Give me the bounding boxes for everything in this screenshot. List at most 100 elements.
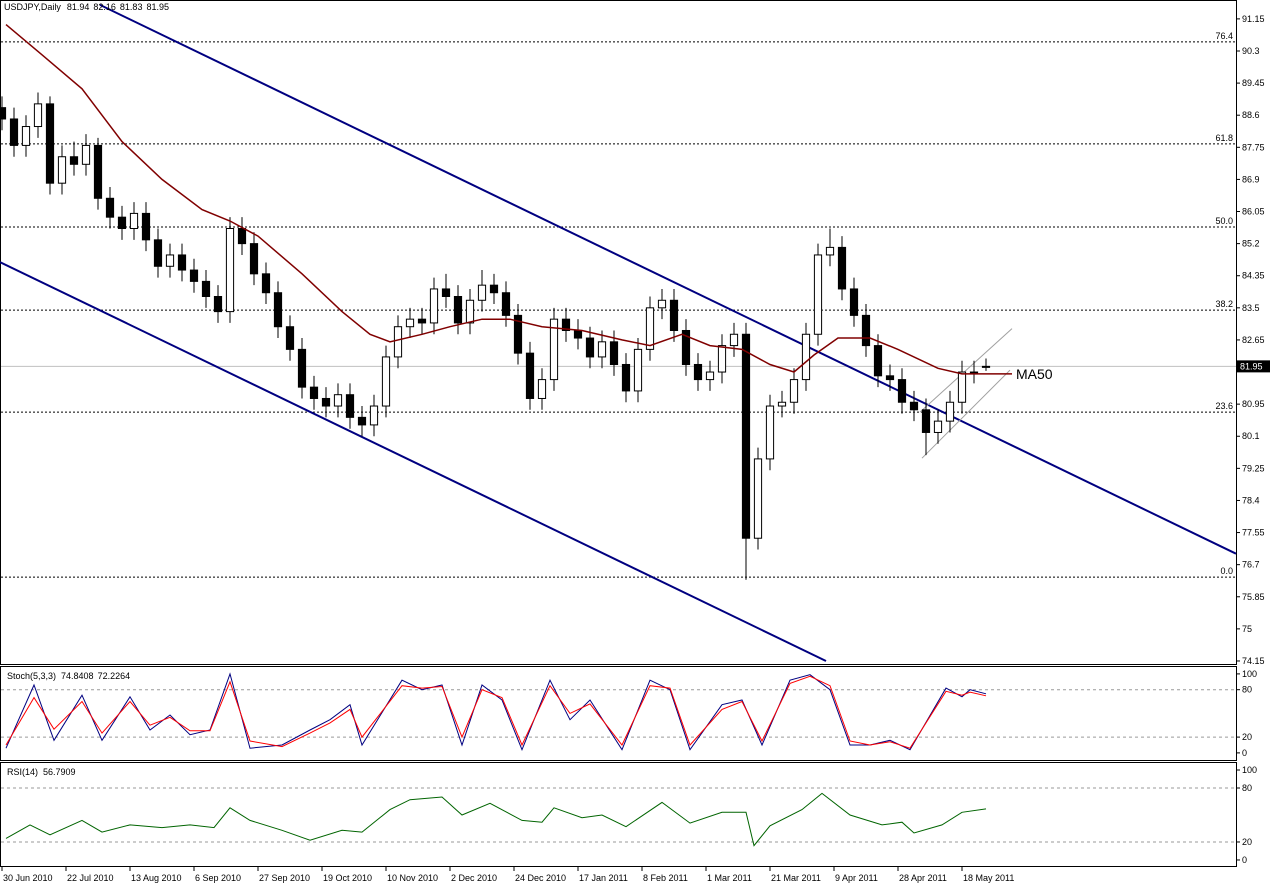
candle-body (933, 420, 943, 433)
y-tick-label: 83.5 (1242, 303, 1260, 313)
rsi-header: RSI(14) 56.7909 (7, 767, 76, 777)
x-tick-label: 30 Jun 2010 (3, 873, 53, 883)
candle-body (957, 371, 967, 403)
main-frame (0, 0, 1237, 665)
fib-label: 38.2 (1215, 299, 1233, 309)
x-tick-label: 24 Dec 2010 (515, 873, 566, 883)
candle-body (921, 409, 931, 433)
x-tick-label: 18 May 2011 (963, 873, 1014, 883)
x-tick-label: 21 Mar 2011 (771, 873, 821, 883)
x-tick-label: 13 Aug 2010 (131, 873, 182, 883)
x-tick-label: 19 Oct 2010 (323, 873, 372, 883)
candle-body (537, 379, 547, 399)
candle-body (345, 394, 355, 418)
candle-body (441, 288, 451, 297)
candle-body (813, 254, 823, 335)
last-price-box (1237, 360, 1270, 373)
rsi-title: RSI(14) (7, 767, 38, 777)
candle-body (129, 212, 139, 230)
candle-body (609, 341, 619, 365)
candle-body (873, 345, 883, 377)
candle-body (321, 397, 331, 407)
candle-body (681, 329, 691, 365)
candle-body (201, 280, 211, 297)
x-tick-label: 22 Jul 2010 (67, 873, 114, 883)
candle-body (381, 356, 391, 407)
candle-body (453, 295, 463, 324)
candle-body (465, 299, 475, 324)
candle-body (369, 405, 379, 426)
candle-body (225, 228, 235, 313)
candle-body (81, 144, 91, 165)
candle-body (57, 156, 67, 184)
candle-body (765, 405, 775, 460)
y-tick-label: 89.45 (1242, 78, 1265, 88)
candle-body (153, 239, 163, 267)
y-tick-label: 90.3 (1242, 46, 1260, 56)
last-price-label: 81.95 (1240, 361, 1263, 371)
candle-body (885, 375, 895, 381)
candle-body (777, 401, 787, 407)
candle-body (177, 254, 187, 271)
x-tick-label: 8 Feb 2011 (643, 873, 688, 883)
y-tick-label: 75.85 (1242, 592, 1265, 602)
rsi-value: 56.7909 (43, 767, 76, 777)
candle-body (9, 118, 19, 146)
candle-body (357, 416, 367, 426)
candle-body (189, 269, 199, 282)
candle-body (561, 318, 571, 331)
indicator-line (5, 675, 987, 749)
candle-body (597, 341, 607, 358)
y-tick-label: 77.55 (1242, 528, 1265, 538)
y-tick-label: 80.95 (1242, 399, 1265, 409)
indicator-line (5, 792, 987, 847)
candle-body (717, 345, 727, 373)
candle-body (693, 363, 703, 381)
candle-body (621, 363, 631, 392)
chart-header: USDJPY,Daily 81.94 82.16 81.83 81.95 (4, 2, 169, 12)
fib-label: 50.0 (1215, 216, 1233, 226)
candle-body (333, 394, 343, 407)
candle-body (945, 401, 955, 422)
x-tick-label: 2 Dec 2010 (451, 873, 497, 883)
x-tick-label: 9 Apr 2011 (835, 873, 878, 883)
trendline (99, 3, 1237, 555)
y-tick-label: 88.6 (1242, 110, 1260, 120)
candle-body (117, 216, 127, 230)
stoch-header: Stoch(5,3,3) 74.8408 72.2264 (7, 671, 130, 681)
y-tick-label: 82.65 (1242, 335, 1265, 345)
trendline (919, 328, 1013, 413)
header-low: 81.83 (120, 2, 143, 12)
candle-body (21, 126, 31, 146)
fib-label: 0.0 (1220, 566, 1233, 576)
candle-body (573, 329, 583, 339)
candle-body (45, 103, 55, 184)
candle-body (405, 318, 415, 328)
candle-body (525, 352, 535, 399)
candle-body (909, 401, 919, 411)
y-tick-label: 87.75 (1242, 142, 1265, 152)
candle-body (849, 288, 859, 316)
x-tick-label: 6 Sep 2010 (195, 873, 241, 883)
candle-body (309, 386, 319, 399)
candle-body (141, 212, 151, 241)
candle-body (429, 288, 439, 324)
y-tick-label: 85.2 (1242, 239, 1260, 249)
header-close: 81.95 (146, 2, 169, 12)
ma-label: MA50 (1016, 366, 1053, 382)
fib-label: 76.4 (1215, 31, 1233, 41)
candle-body (705, 371, 715, 381)
y-tick-label: 0 (1242, 748, 1247, 758)
candle-body (789, 379, 799, 403)
stoch-frame (0, 666, 1237, 761)
candle-body (657, 299, 667, 309)
y-tick-label: 80 (1242, 685, 1252, 695)
candle-body (489, 284, 499, 294)
trendline (921, 369, 1011, 459)
candle-body (801, 333, 811, 381)
candle-body (297, 348, 307, 388)
y-tick-label: 20 (1242, 732, 1252, 742)
header-high: 82.16 (93, 2, 116, 12)
y-tick-label: 79.25 (1242, 463, 1265, 473)
candle-body (837, 246, 847, 290)
